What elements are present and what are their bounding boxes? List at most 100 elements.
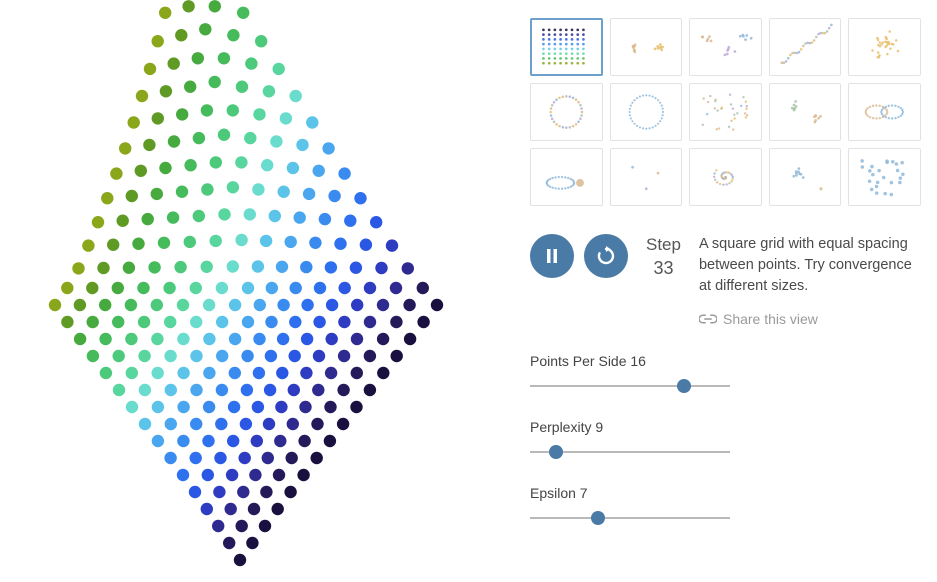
data-point	[107, 239, 119, 251]
data-point	[132, 238, 144, 250]
data-point	[138, 350, 150, 362]
data-point	[284, 486, 296, 498]
share-link[interactable]: Share this view	[699, 309, 921, 329]
data-point	[227, 260, 239, 272]
preset-thumb-ring[interactable]	[610, 83, 683, 141]
preset-thumb-cluster2[interactable]	[769, 148, 842, 206]
data-point	[390, 316, 402, 328]
data-point	[360, 239, 372, 251]
data-point	[214, 452, 226, 464]
data-point	[210, 156, 222, 168]
data-point	[344, 215, 356, 227]
data-point	[245, 57, 257, 69]
data-point	[263, 85, 275, 97]
data-point	[313, 350, 325, 362]
preset-thumb-gaussian[interactable]	[848, 18, 921, 76]
data-point	[227, 435, 239, 447]
slider-knob[interactable]	[591, 511, 605, 525]
preset-thumb-two-clusters[interactable]	[610, 18, 683, 76]
preset-thumb-grid[interactable]	[530, 18, 603, 76]
data-point	[164, 350, 176, 362]
data-point	[216, 350, 228, 362]
data-point	[223, 537, 235, 549]
data-point	[259, 520, 271, 532]
preset-thumb-noise[interactable]	[689, 83, 762, 141]
data-point	[216, 316, 228, 328]
share-label: Share this view	[723, 309, 818, 329]
preset-thumb-links[interactable]	[848, 83, 921, 141]
data-point	[276, 367, 288, 379]
data-point	[190, 350, 202, 362]
data-point	[350, 262, 362, 274]
data-point	[269, 210, 281, 222]
data-point	[324, 401, 336, 413]
slider-label: Perplexity 9	[530, 419, 730, 435]
data-point	[152, 367, 164, 379]
data-point	[303, 188, 315, 200]
preset-thumb-sparse[interactable]	[610, 148, 683, 206]
data-point	[364, 316, 376, 328]
sliders-group: Points Per Side 16Perplexity 9Epsilon 7	[530, 353, 730, 551]
data-point	[253, 333, 265, 345]
data-point	[139, 418, 151, 430]
data-point	[201, 503, 213, 515]
data-point	[278, 186, 290, 198]
data-point	[112, 282, 124, 294]
data-point	[201, 183, 213, 195]
data-point	[322, 142, 334, 154]
preset-thumb-circle[interactable]	[530, 83, 603, 141]
data-point	[213, 486, 225, 498]
restart-button[interactable]	[584, 234, 628, 278]
data-point	[326, 333, 338, 345]
data-point	[218, 208, 230, 220]
data-point	[297, 469, 309, 481]
preset-grid	[530, 18, 921, 206]
preset-thumb-blobs[interactable]	[769, 83, 842, 141]
data-point	[236, 520, 248, 532]
preset-thumb-random[interactable]	[848, 148, 921, 206]
slider-track[interactable]	[530, 443, 730, 461]
preset-thumb-swirl[interactable]	[689, 148, 762, 206]
data-point	[262, 452, 274, 464]
data-point	[218, 129, 230, 141]
data-point	[239, 452, 251, 464]
preset-thumb-three-clusters[interactable]	[689, 18, 762, 76]
data-point	[184, 159, 196, 171]
slider-knob[interactable]	[549, 445, 563, 459]
data-point	[364, 282, 376, 294]
data-point	[61, 282, 73, 294]
data-point	[260, 486, 272, 498]
data-point	[123, 262, 135, 274]
data-point	[237, 7, 249, 19]
data-point	[177, 367, 189, 379]
data-point	[313, 165, 325, 177]
data-point	[266, 282, 278, 294]
data-point	[311, 418, 323, 430]
data-point	[287, 418, 299, 430]
data-point	[228, 401, 240, 413]
data-point	[110, 167, 122, 179]
data-point	[227, 181, 239, 193]
slider-track[interactable]	[530, 377, 730, 395]
data-point	[242, 316, 254, 328]
slider-knob[interactable]	[677, 379, 691, 393]
preset-thumb-diagonal[interactable]	[769, 18, 842, 76]
slider-track[interactable]	[530, 509, 730, 527]
data-point	[176, 186, 188, 198]
data-point	[404, 333, 416, 345]
pause-button[interactable]	[530, 234, 574, 278]
data-point	[193, 132, 205, 144]
data-point	[168, 135, 180, 147]
preset-thumb-ellipse[interactable]	[530, 148, 603, 206]
data-point	[229, 367, 241, 379]
data-point	[126, 190, 138, 202]
data-point	[350, 401, 362, 413]
data-point	[177, 299, 189, 311]
data-point	[338, 167, 350, 179]
data-point	[270, 135, 282, 147]
pause-icon	[543, 247, 561, 265]
data-point	[261, 159, 273, 171]
data-point	[354, 192, 366, 204]
data-point	[167, 211, 179, 223]
data-point	[263, 418, 275, 430]
